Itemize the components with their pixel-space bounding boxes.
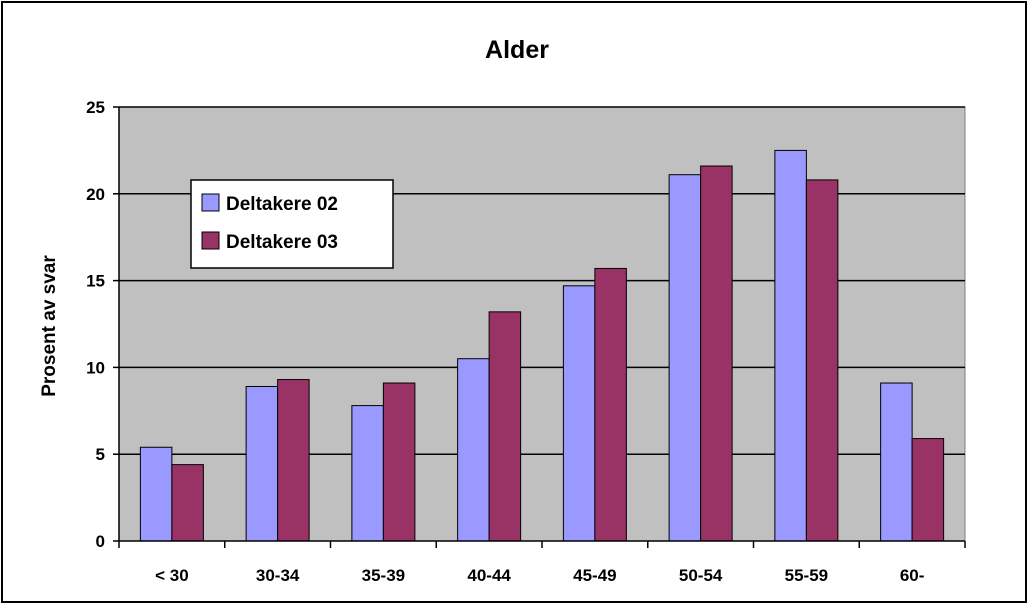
- y-tick-label: 15: [86, 272, 105, 291]
- x-tick-label: 40-44: [467, 566, 511, 585]
- legend-swatch: [201, 231, 220, 250]
- bar-deltakere-03-5054: [700, 165, 733, 542]
- y-axis-label: Prosent av svar: [39, 255, 60, 397]
- bar-deltakere-02-3034: [245, 385, 279, 542]
- legend-label: Deltakere 02: [226, 194, 338, 215]
- x-tick-label: 60-: [900, 566, 925, 585]
- x-tick-label: 50-54: [679, 566, 723, 585]
- x-tick-label: 30-34: [256, 566, 300, 585]
- y-tick-label: 25: [86, 98, 105, 117]
- x-tick-label: 35-39: [362, 566, 405, 585]
- bar-deltakere-03-3539: [382, 382, 416, 542]
- chart-title: Alder: [485, 36, 549, 64]
- y-tick-label: 0: [96, 532, 105, 551]
- bar-deltakere-02-30: [139, 446, 173, 542]
- legend-label: Deltakere 03: [226, 232, 338, 253]
- bar-deltakere-03-4044: [488, 311, 522, 542]
- bar-deltakere-03-60: [911, 438, 945, 542]
- legend: [190, 179, 394, 269]
- x-tick-label: < 30: [155, 566, 189, 585]
- bar-deltakere-02-4044: [457, 358, 490, 542]
- y-tick-label: 5: [96, 445, 105, 464]
- bar-deltakere-03-30: [171, 464, 204, 542]
- y-tick-label: 10: [86, 358, 105, 377]
- bar-deltakere-02-5559: [774, 149, 807, 542]
- bar-deltakere-02-60: [880, 382, 913, 542]
- x-tick-label: 45-49: [573, 566, 616, 585]
- bar-deltakere-02-3539: [351, 405, 384, 542]
- bar-deltakere-03-3034: [277, 379, 310, 542]
- bar-deltakere-03-5559: [805, 179, 839, 542]
- y-tick-label: 20: [86, 185, 105, 204]
- bar-deltakere-02-5054: [668, 174, 702, 542]
- x-tick-label: 55-59: [785, 566, 828, 585]
- legend-swatch: [201, 193, 220, 212]
- bar-deltakere-02-4549: [562, 285, 596, 542]
- bar-deltakere-03-4549: [594, 267, 627, 542]
